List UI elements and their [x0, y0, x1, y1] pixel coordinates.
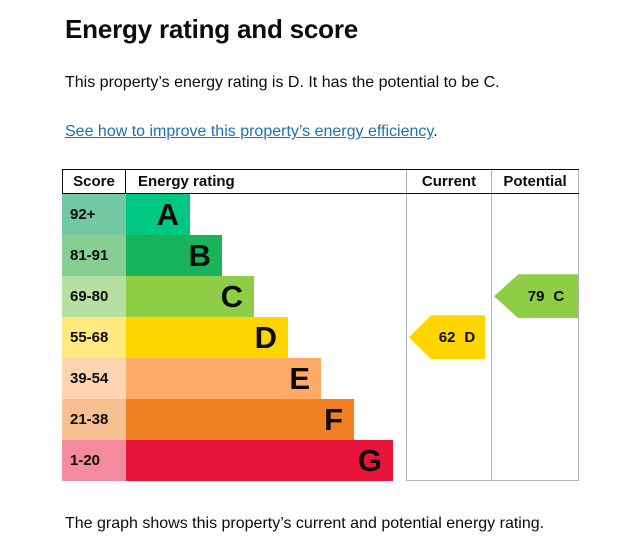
page-title: Energy rating and score: [65, 14, 359, 44]
band-bar: G: [126, 440, 393, 482]
band-score-cell: 1-20: [62, 440, 126, 482]
page: Energy rating and score This property’s …: [62, 14, 627, 533]
band-score-cell: 92+: [62, 194, 126, 236]
current-rating-value: 62: [438, 328, 456, 346]
band-row-g: 1-20 G: [62, 440, 406, 482]
band-bar: A: [126, 194, 190, 236]
column-header-potential: Potential: [491, 170, 579, 194]
chart-header-row: Score Energy rating Current Potential: [62, 169, 579, 195]
band-row-b: 81-91 B: [62, 235, 406, 277]
column-header-score: Score: [62, 170, 126, 194]
summary-text: This property’s energy rating is D. It h…: [65, 74, 500, 91]
band-score-cell: 21-38: [62, 399, 126, 441]
current-column: 62 D: [406, 194, 491, 482]
band-bar: E: [126, 358, 321, 400]
column-header-energy-rating: Energy rating: [138, 173, 235, 191]
current-rating-arrow: 62 D: [409, 315, 485, 360]
band-bar: C: [126, 276, 254, 318]
potential-rating-arrow: 79 C: [494, 274, 578, 319]
band-bar: D: [126, 317, 288, 359]
current-rating-band: D: [464, 328, 476, 346]
chart-caption: The graph shows this property’s current …: [65, 515, 545, 533]
band-row-c: 69-80 C: [62, 276, 406, 318]
potential-rating-band: C: [553, 287, 565, 305]
band-score-cell: 39-54: [62, 358, 126, 400]
link-suffix: .: [433, 123, 438, 141]
band-score-cell: 55-68: [62, 317, 126, 359]
band-bar: B: [126, 235, 222, 277]
energy-rating-chart: Score Energy rating Current Potential 92…: [62, 169, 579, 482]
band-score-cell: 69-80: [62, 276, 126, 318]
column-header-current: Current: [406, 170, 491, 194]
chart-body: 92+ A 81-91 B 69-80 C 55-68 D 39-54 E: [62, 194, 579, 482]
band-row-f: 21-38 F: [62, 399, 406, 441]
potential-rating-value: 79: [527, 287, 545, 305]
band-row-e: 39-54 E: [62, 358, 406, 400]
band-score-cell: 81-91: [62, 235, 126, 277]
band-row-a: 92+ A: [62, 194, 406, 236]
band-column: 92+ A 81-91 B 69-80 C 55-68 D 39-54 E: [62, 194, 406, 482]
improve-link[interactable]: See how to improve this property’s energ…: [65, 123, 434, 141]
potential-column: 79 C: [491, 194, 579, 482]
band-bar: F: [126, 399, 354, 441]
improve-link-line: See how to improve this property’s energ…: [65, 123, 627, 141]
band-row-d: 55-68 D: [62, 317, 406, 359]
